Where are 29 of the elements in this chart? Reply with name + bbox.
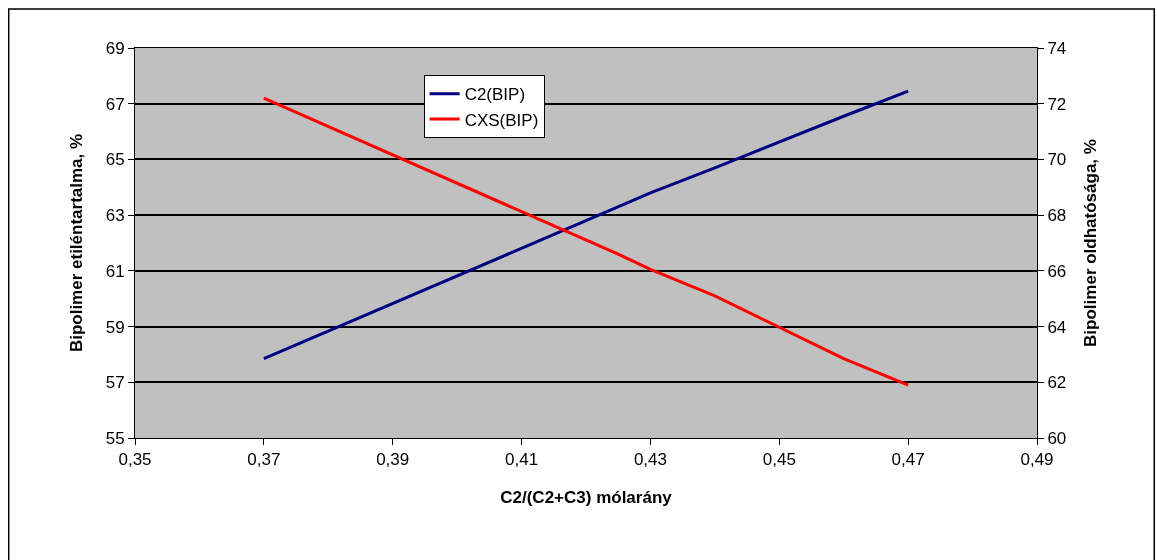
y2-axis-title: Bipolimer oldhatósága, %	[1080, 139, 1100, 347]
x-axis-title: C2/(C2+C3) mólarány	[500, 487, 673, 507]
y-tick-label: 55	[105, 428, 125, 448]
y2-tick-label: 70	[1047, 150, 1067, 170]
x-tick-label: 0,43	[633, 450, 667, 470]
y2-tick-label: 74	[1047, 38, 1067, 58]
x-tick-label: 0,45	[762, 450, 796, 470]
y-tick-label: 57	[105, 373, 125, 393]
x-tick-label: 0,35	[118, 450, 152, 470]
y2-tick-label: 60	[1047, 428, 1067, 448]
y2-tick-label: 66	[1047, 261, 1067, 281]
x-tick-label: 0,37	[247, 450, 281, 470]
y2-tick-label: 64	[1047, 317, 1067, 337]
y-tick-label: 67	[105, 94, 125, 114]
y2-tick-label: 72	[1047, 94, 1067, 114]
y-tick-label: 69	[105, 38, 125, 58]
y2-tick-label: 62	[1047, 373, 1067, 393]
y-tick-label: 65	[105, 150, 125, 170]
x-tick-label: 0,39	[376, 450, 410, 470]
y-tick-label: 59	[105, 317, 125, 337]
x-tick-label: 0,47	[891, 450, 925, 470]
y-axis-title: Bipolimer etiléntartalma, %	[67, 133, 87, 353]
legend-label: CXS(BIP)	[464, 110, 539, 130]
y2-tick-label: 68	[1047, 206, 1067, 226]
y-tick-label: 61	[105, 261, 125, 281]
x-tick-label: 0,49	[1020, 450, 1054, 470]
legend-label: C2(BIP)	[464, 85, 526, 105]
y-tick-label: 63	[105, 206, 125, 226]
x-tick-label: 0,41	[505, 450, 539, 470]
